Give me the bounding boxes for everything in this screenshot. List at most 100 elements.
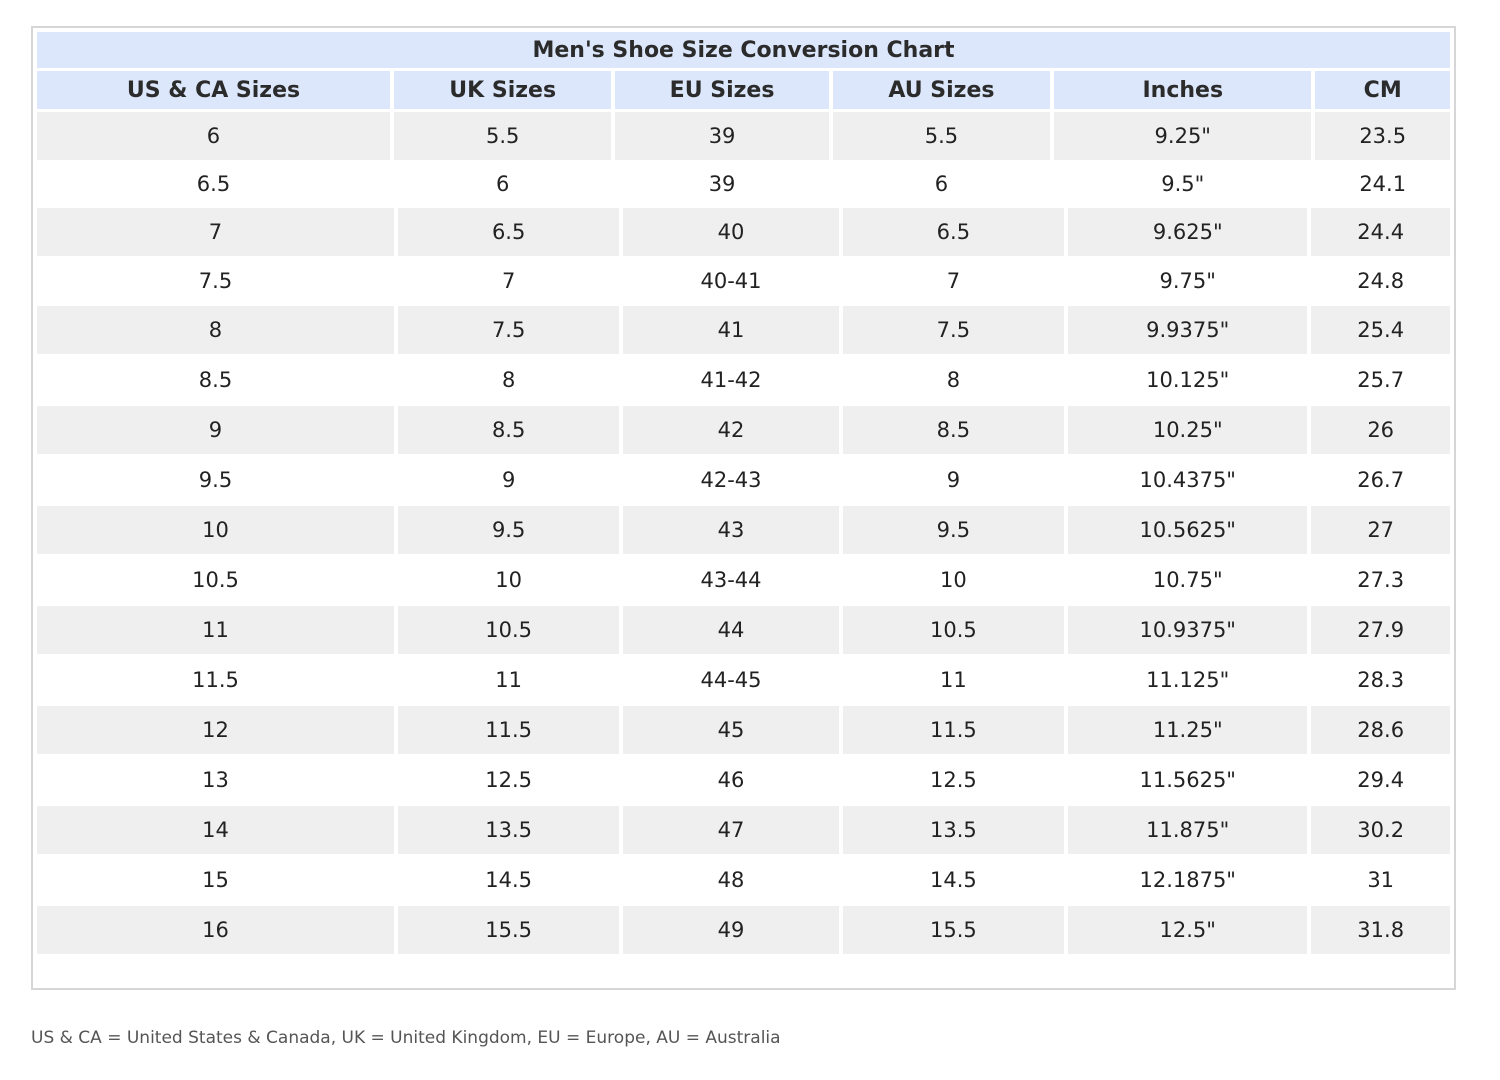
table-cell: 7 [842, 256, 1065, 306]
table-cell: 8 [37, 306, 394, 354]
table-cell: 9.5" [1054, 160, 1312, 208]
table-row: 14 13.5 47 13.5 11.875" 30.2 [37, 806, 1450, 854]
table-cell: 11.875" [1068, 806, 1308, 854]
table-cell: 39 [615, 112, 829, 160]
table-row: 11 10.5 44 10.5 10.9375" 27.9 [37, 606, 1450, 654]
table-cell: 10.5 [842, 606, 1065, 654]
table-cell: 8 [842, 354, 1065, 406]
table-cell: 39 [615, 160, 829, 208]
table-cell: 42 [623, 406, 839, 454]
table-cell: 44-45 [623, 654, 839, 706]
table-cell: 6.5 [37, 160, 390, 208]
table-row: 8.5 8 41-42 8 10.125" 25.7 [37, 354, 1450, 406]
table-cell: 12.5 [397, 754, 620, 806]
table-cell: 11.5 [842, 706, 1065, 754]
table-cell: 5.5 [832, 112, 1051, 160]
table-cell: 14.5 [842, 854, 1065, 906]
table-cell: 48 [623, 854, 839, 906]
table-row: 15 14.5 48 14.5 12.1875" 31 [37, 854, 1450, 906]
table-cell: 7 [37, 208, 394, 256]
table-cell: 8.5 [397, 406, 620, 454]
table-row: 7.5 7 40-41 7 9.75" 24.8 [37, 256, 1450, 306]
table-cell: 5.5 [393, 112, 612, 160]
table-cell: 12.5 [842, 754, 1065, 806]
table-row: 9.5 9 42-43 9 10.4375" 26.7 [37, 454, 1450, 506]
table-cell: 44 [623, 606, 839, 654]
table-cell: 9 [37, 406, 394, 454]
table-cell: 24.4 [1311, 208, 1450, 256]
table-cell: 27 [1311, 506, 1450, 554]
table-cell: 43 [623, 506, 839, 554]
table-cell: 42-43 [623, 454, 839, 506]
table-cell: 40 [623, 208, 839, 256]
table-cell: 10.125" [1068, 354, 1308, 406]
table-cell: 9.5 [397, 506, 620, 554]
header-row: US & CA Sizes UK Sizes EU Sizes AU Sizes Inc… [37, 71, 1450, 109]
table-cell: 25.4 [1311, 306, 1450, 354]
table-cell: 28.3 [1311, 654, 1450, 706]
table-cell: 25.7 [1311, 354, 1450, 406]
table-cell: 9.75" [1068, 256, 1308, 306]
table-cell: 30.2 [1311, 806, 1450, 854]
table-cell: 9.5 [842, 506, 1065, 554]
table-cell: 15.5 [397, 906, 620, 954]
table-cell: 13 [37, 754, 394, 806]
table-cell: 10.4375" [1068, 454, 1308, 506]
table-cell: 8.5 [842, 406, 1065, 454]
table-row: 9 8.5 42 8.5 10.25" 26 [37, 406, 1450, 454]
table-cell: 31.8 [1311, 906, 1450, 954]
table-cell: 11.125" [1068, 654, 1308, 706]
table-cell: 43-44 [623, 554, 839, 606]
table-cell: 47 [623, 806, 839, 854]
table-cell: 12.1875" [1068, 854, 1308, 906]
table-cell: 6 [832, 160, 1051, 208]
column-header: UK Sizes [393, 71, 612, 109]
column-header: CM [1315, 71, 1450, 109]
table-cell: 10 [397, 554, 620, 606]
table-cell: 11 [37, 606, 394, 654]
table-cell: 16 [37, 906, 394, 954]
table-cell: 10.75" [1068, 554, 1308, 606]
table-cell: 11.5 [37, 654, 394, 706]
table-cell: 10 [37, 506, 394, 554]
table-cell: 26 [1311, 406, 1450, 454]
table-cell: 24.8 [1311, 256, 1450, 306]
footnote: US & CA = United States & Canada, UK = U… [31, 1028, 781, 1048]
table-cell: 9 [397, 454, 620, 506]
table-cell: 10.5625" [1068, 506, 1308, 554]
table-cell: 10 [842, 554, 1065, 606]
table-cell: 6 [393, 160, 612, 208]
column-header: US & CA Sizes [37, 71, 390, 109]
table-cell: 6.5 [397, 208, 620, 256]
table-row: 10.5 10 43-44 10 10.75" 27.3 [37, 554, 1450, 606]
table-cell: 24.1 [1315, 160, 1450, 208]
table-cell: 11.25" [1068, 706, 1308, 754]
table-row: 13 12.5 46 12.5 11.5625" 29.4 [37, 754, 1450, 806]
table-row: 10 9.5 43 9.5 10.5625" 27 [37, 506, 1450, 554]
table-cell: 12 [37, 706, 394, 754]
table-cell: 41 [623, 306, 839, 354]
table-cell: 9.5 [37, 454, 394, 506]
table-cell: 10.5 [397, 606, 620, 654]
table-cell: 10.9375" [1068, 606, 1308, 654]
table-cell: 7.5 [397, 306, 620, 354]
table-cell: 11.5625" [1068, 754, 1308, 806]
table-cell: 9.625" [1068, 208, 1308, 256]
table-row: 16 15.5 49 15.5 12.5" 31.8 [37, 906, 1450, 954]
table-cell: 27.9 [1311, 606, 1450, 654]
table-cell: 15.5 [842, 906, 1065, 954]
table-cell: 26.7 [1311, 454, 1450, 506]
table-cell: 31 [1311, 854, 1450, 906]
column-header: EU Sizes [615, 71, 829, 109]
table-cell: 28.6 [1311, 706, 1450, 754]
table-body: 6 5.5 39 5.5 9.25" 23.5 6.5 6 39 6 9.5" 24.1 7 6.5 40 6… [37, 112, 1450, 954]
table-cell: 41-42 [623, 354, 839, 406]
table-row: 6.5 6 39 6 9.5" 24.1 [37, 160, 1450, 208]
table-cell: 11 [397, 654, 620, 706]
table-cell: 6.5 [842, 208, 1065, 256]
table-cell: 9 [842, 454, 1065, 506]
table-cell: 29.4 [1311, 754, 1450, 806]
table-cell: 9.25" [1054, 112, 1312, 160]
table-row: 6 5.5 39 5.5 9.25" 23.5 [37, 112, 1450, 160]
table-cell: 7.5 [842, 306, 1065, 354]
